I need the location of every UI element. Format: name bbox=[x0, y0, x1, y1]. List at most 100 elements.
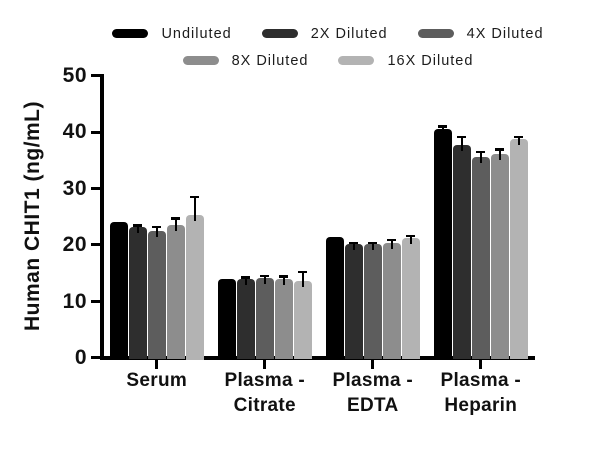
legend-label: 16X Diluted bbox=[387, 52, 474, 69]
bar-2x-diluted-plasma-citrate bbox=[237, 278, 255, 360]
bar-undiluted-plasma-edta bbox=[326, 236, 344, 360]
x-tick-mark bbox=[155, 359, 159, 369]
bar-16x-diluted-plasma-edta bbox=[402, 238, 420, 360]
y-axis-line bbox=[100, 74, 104, 360]
legend-swatch-icon bbox=[112, 29, 149, 38]
error-bar-stem bbox=[155, 226, 158, 238]
x-category-label: Plasma - Citrate bbox=[224, 368, 305, 418]
x-category-label-line: EDTA bbox=[346, 395, 399, 416]
bar-2x-diluted-serum bbox=[129, 226, 147, 360]
bar-8x-diluted-plasma-heparin bbox=[491, 154, 509, 360]
legend-swatch-icon bbox=[261, 29, 298, 38]
legend-label: 8X Diluted bbox=[231, 52, 309, 69]
bar-undiluted-plasma-citrate bbox=[218, 279, 236, 360]
legend-entry-8x-diluted: 8X Diluted bbox=[182, 52, 309, 69]
error-bar-cap bbox=[260, 274, 270, 278]
x-tick-mark bbox=[263, 359, 267, 369]
y-axis-title: Human CHIT1 (ng/mL) bbox=[21, 101, 44, 331]
legend-entry-4x-diluted: 4X Diluted bbox=[417, 25, 544, 42]
error-bar-stem bbox=[409, 235, 412, 245]
x-category-label-line: Serum bbox=[126, 370, 188, 391]
legend-swatch-icon bbox=[182, 56, 219, 65]
x-category-label-line: Citrate bbox=[233, 395, 296, 416]
error-bar-cap bbox=[387, 238, 397, 242]
error-bar-stem bbox=[460, 136, 463, 152]
error-bar-stem bbox=[352, 242, 355, 250]
y-tick-mark bbox=[91, 130, 100, 134]
bar-2x-diluted-plasma-edta bbox=[345, 243, 363, 360]
error-bar-stem bbox=[136, 225, 139, 233]
bar-8x-diluted-plasma-citrate bbox=[275, 278, 293, 360]
y-tick-mark bbox=[91, 74, 100, 78]
x-category-label-line: Plasma - bbox=[440, 370, 522, 391]
x-tick-mark bbox=[479, 359, 483, 369]
legend-swatch-icon bbox=[417, 29, 454, 38]
error-bar-stem bbox=[244, 277, 247, 285]
bar-4x-diluted-plasma-citrate bbox=[256, 278, 274, 360]
error-bar-cap bbox=[133, 224, 143, 227]
error-bar-stem bbox=[441, 126, 444, 136]
error-bar-cap bbox=[190, 195, 200, 199]
chart-legend: Undiluted 2X Diluted 4X Diluted 8X Diluted 1… bbox=[56, 20, 600, 74]
x-category-label-line: Plasma - bbox=[224, 370, 306, 391]
y-tick-label: 10 bbox=[62, 289, 87, 313]
x-category-label: Plasma - Heparin bbox=[440, 368, 521, 418]
error-bar-cap bbox=[438, 125, 448, 128]
error-bar-cap bbox=[514, 135, 524, 139]
legend-label: 4X Diluted bbox=[466, 25, 544, 42]
x-tick-mark bbox=[371, 359, 375, 369]
bar-4x-diluted-serum bbox=[148, 231, 166, 360]
y-tick-label: 50 bbox=[62, 64, 87, 87]
y-tick-mark bbox=[91, 243, 100, 247]
error-bar-cap bbox=[298, 270, 308, 274]
x-category-label-line: Plasma - bbox=[332, 370, 414, 391]
legend-entry-2x-diluted: 2X Diluted bbox=[261, 26, 388, 42]
bar-2x-diluted-plasma-heparin bbox=[453, 145, 471, 360]
error-bar-stem bbox=[174, 218, 177, 231]
bar-16x-diluted-plasma-heparin bbox=[510, 138, 528, 360]
error-bar-cap bbox=[495, 148, 505, 151]
error-bar-stem bbox=[479, 151, 482, 164]
y-tick-label: 0 bbox=[74, 346, 87, 369]
legend-entry-undiluted: Undiluted bbox=[112, 26, 231, 42]
bar-4x-diluted-plasma-heparin bbox=[472, 157, 490, 360]
error-bar-cap bbox=[279, 275, 289, 278]
y-tick-mark bbox=[91, 356, 100, 360]
x-category-label-line: Heparin bbox=[444, 395, 518, 416]
bar-8x-diluted-plasma-edta bbox=[383, 242, 401, 360]
legend-label: Undiluted bbox=[161, 25, 232, 42]
bar-16x-diluted-plasma-citrate bbox=[294, 280, 312, 360]
y-tick-label: 20 bbox=[62, 233, 87, 257]
error-bar-stem bbox=[263, 275, 266, 285]
bar-4x-diluted-plasma-edta bbox=[364, 244, 382, 360]
bar-undiluted-serum bbox=[110, 222, 128, 360]
error-bar-cap bbox=[457, 135, 467, 139]
error-bar-stem bbox=[301, 271, 304, 287]
y-tick-mark bbox=[91, 187, 100, 190]
error-bar-cap bbox=[368, 241, 378, 245]
error-bar-stem bbox=[498, 149, 501, 161]
y-tick-label: 40 bbox=[62, 120, 87, 144]
legend-row: Undiluted 2X Diluted 4X Diluted bbox=[56, 20, 600, 47]
error-bar-stem bbox=[517, 136, 520, 145]
error-bar-stem bbox=[371, 242, 374, 251]
error-bar-cap bbox=[152, 225, 162, 229]
x-axis-line bbox=[100, 356, 535, 360]
y-tick-label: 30 bbox=[62, 176, 87, 200]
error-bar-stem bbox=[282, 276, 285, 285]
legend-row: 8X Diluted 16X Diluted bbox=[56, 47, 600, 74]
error-bar-cap bbox=[476, 150, 486, 154]
x-category-label: Plasma - EDTA bbox=[332, 368, 413, 418]
error-bar-stem bbox=[390, 239, 393, 249]
bar-undiluted-plasma-heparin bbox=[434, 129, 452, 360]
error-bar-stem bbox=[193, 196, 196, 221]
legend-swatch-icon bbox=[338, 56, 375, 65]
bar-16x-diluted-serum bbox=[186, 215, 204, 360]
error-bar-cap bbox=[241, 276, 251, 279]
error-bar-cap bbox=[171, 217, 181, 220]
error-bar-cap bbox=[406, 234, 416, 238]
error-bar-cap bbox=[349, 241, 359, 245]
y-tick-mark bbox=[91, 299, 100, 303]
legend-entry-16x-diluted: 16X Diluted bbox=[338, 53, 473, 69]
